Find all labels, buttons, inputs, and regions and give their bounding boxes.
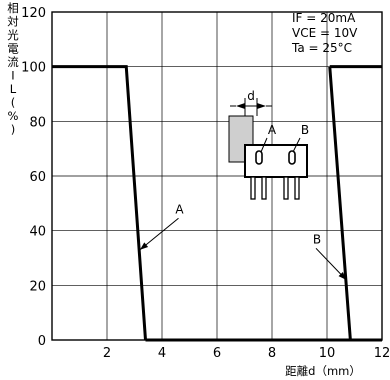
y-axis-title-char: ) — [11, 123, 16, 137]
inset-pins — [250, 176, 300, 200]
y-tick-label: 80 — [29, 115, 46, 130]
condition-if: IF = 20mA — [292, 11, 356, 25]
inset-leader-b — [292, 137, 301, 153]
x-tick-label: 2 — [103, 346, 111, 361]
y-axis-title-char: 流 — [7, 55, 19, 69]
plot-frame — [51, 11, 383, 341]
y-axis-title-char: L — [10, 82, 17, 96]
series-line-a — [52, 65, 147, 341]
x-tick-label: 12 — [374, 346, 390, 361]
callout-label-b: B — [313, 232, 321, 246]
x-axis-title: 距離d（mm） — [285, 364, 361, 378]
y-tick-label: 20 — [29, 279, 46, 294]
inset-gap-label: d — [247, 89, 255, 103]
inset-pin — [283, 176, 289, 200]
y-tick-label: 100 — [21, 61, 46, 76]
series-line-unnamed — [328, 66, 382, 342]
inset-pin — [294, 176, 300, 200]
inset-dim-arrow-right — [257, 103, 266, 109]
inset-pin — [250, 176, 256, 200]
y-axis-title-char: I — [11, 69, 14, 83]
y-axis-title-char: ( — [11, 96, 16, 110]
y-tick-label: 0 — [38, 334, 46, 349]
callout-arrowhead-b — [338, 272, 347, 280]
y-axis-title-char: 相 — [7, 1, 19, 15]
inset-aperture-a — [255, 150, 263, 165]
inset-aperture-b — [288, 150, 296, 165]
callout-arrowhead-a — [140, 242, 149, 250]
callout-leader-a — [139, 217, 179, 251]
x-tick-label: 8 — [268, 346, 276, 361]
x-tick-label: 4 — [158, 346, 166, 361]
grid — [52, 12, 382, 340]
x-tick-label: 10 — [319, 346, 336, 361]
condition-ta: Ta = 25°C — [291, 41, 352, 55]
y-axis-title-char: 対 — [7, 15, 19, 29]
inset-sensor-body — [244, 144, 308, 178]
inset-pin — [261, 176, 267, 200]
y-tick-label: 40 — [29, 225, 46, 240]
callouts: AB — [139, 202, 347, 281]
callout-label-a: A — [175, 202, 184, 216]
inset-diagram: A B d — [228, 89, 309, 200]
y-tick-label: 120 — [21, 6, 46, 21]
inset-dim-arrow-left — [236, 103, 245, 109]
y-axis-title-char: % — [8, 109, 19, 123]
y-tick-label: 60 — [29, 170, 46, 185]
condition-vce: VCE = 10V — [292, 26, 358, 40]
inset-label-a: A — [268, 123, 277, 137]
inset-leader-a — [260, 137, 268, 153]
x-tick-label: 6 — [213, 346, 221, 361]
y-axis-title-char: 光 — [7, 28, 19, 42]
y-axis-title-char: 電 — [7, 42, 19, 56]
inset-label-b: B — [301, 123, 309, 137]
conditions-block: IF = 20mA VCE = 10V Ta = 25°C — [291, 11, 358, 55]
